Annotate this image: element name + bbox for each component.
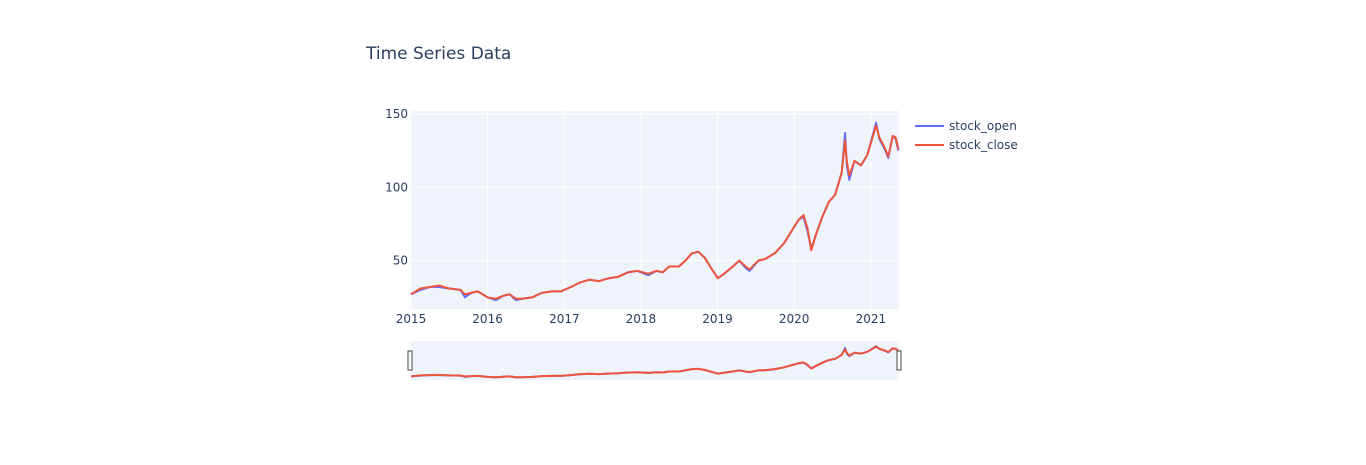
plot-background	[411, 111, 899, 309]
range-slider-series	[410, 345, 900, 379]
series-lines	[410, 121, 900, 302]
x-tick-label: 2019	[702, 312, 733, 326]
x-tick-label: 2021	[856, 312, 887, 326]
range-slider-left-handle[interactable]	[407, 350, 413, 371]
x-axis-ticks: 2015 2016 2017 2018 2019 2020 2021	[396, 312, 886, 326]
range-slider-background[interactable]	[411, 341, 899, 380]
y-axis-ticks: 50 100 150	[385, 107, 408, 268]
x-tick-label: 2016	[472, 312, 503, 326]
legend-label: stock_close	[949, 138, 1018, 152]
range-slider-line-stock_close	[410, 345, 899, 379]
x-tick-label: 2020	[779, 312, 810, 326]
y-tick-label: 100	[385, 180, 408, 194]
series-line-stock_close	[410, 124, 900, 300]
legend-item-stock_open[interactable]: stock_open	[915, 119, 1017, 133]
legend-label: stock_open	[949, 119, 1017, 133]
range-slider[interactable]	[407, 341, 902, 380]
x-tick-label: 2017	[549, 312, 580, 326]
legend-item-stock_close[interactable]: stock_close	[915, 138, 1018, 152]
legend[interactable]: stock_open stock_close	[915, 119, 1018, 152]
chart-title: Time Series Data	[366, 44, 512, 64]
range-slider-right-handle[interactable]	[896, 350, 902, 371]
y-tick-label: 150	[385, 107, 408, 121]
y-tick-label: 50	[393, 254, 408, 268]
x-tick-label: 2018	[626, 312, 657, 326]
x-tick-label: 2015	[396, 312, 427, 326]
